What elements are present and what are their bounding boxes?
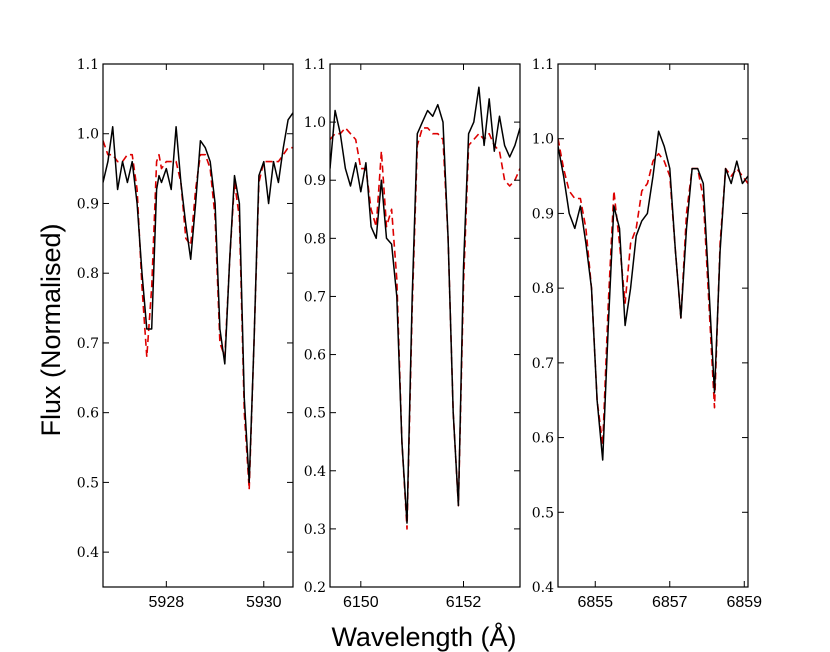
y-tick-label: 0.5 <box>77 475 99 491</box>
x-tick-label: 6150 <box>343 594 379 611</box>
observed-spectrum-line <box>330 86 520 524</box>
y-tick-label: 0.7 <box>532 356 554 372</box>
x-tick-label: 6152 <box>446 594 482 611</box>
y-tick-label: 0.5 <box>304 406 326 422</box>
y-tick-label: 0.4 <box>304 464 326 480</box>
y-tick-label: 0.5 <box>532 505 554 521</box>
y-tick-label: 0.9 <box>304 173 326 189</box>
y-tick-label: 0.4 <box>532 580 554 596</box>
y-tick-label: 1.1 <box>532 57 554 73</box>
y-tick-label: 0.8 <box>532 281 554 297</box>
y-tick-label: 0.7 <box>304 289 326 305</box>
y-tick-label: 0.6 <box>304 348 326 364</box>
y-tick-label: 0.8 <box>77 266 99 282</box>
y-tick-label: 0.7 <box>77 336 99 352</box>
panel-fe-5928: 0.4 0.5 0.6 0.7 0.8 0.9 1.0 1.1 5928 5930 <box>77 57 294 611</box>
y-tick-label: 0.9 <box>77 196 99 212</box>
y-tick-label: 0.9 <box>532 206 554 222</box>
panel-frame <box>329 63 521 588</box>
x-tick-label: 6859 <box>726 594 762 611</box>
x-tick-label: 5930 <box>246 594 282 611</box>
y-tick-label: 1.0 <box>304 115 326 131</box>
y-tick-label: 1.0 <box>532 132 554 148</box>
y-tick-label: 0.6 <box>532 431 554 447</box>
x-axis-label: Wavelength (Å) <box>331 621 516 652</box>
model-spectrum-line <box>558 138 748 446</box>
y-tick-label: 0.4 <box>77 545 99 561</box>
panel-fe-6856: 0.4 0.5 0.6 0.7 0.8 0.9 1.0 1.1 6855 6857 6859 <box>532 57 762 611</box>
y-tick-label: 0.2 <box>304 580 326 596</box>
y-tick-label: 0.6 <box>77 406 99 422</box>
x-tick-label: 6857 <box>652 594 688 611</box>
x-tick-label: 6855 <box>577 594 613 611</box>
x-tick-label: 5928 <box>149 594 185 611</box>
y-tick-label: 0.3 <box>304 522 326 538</box>
model-spectrum-line <box>330 127 520 530</box>
observed-spectrum-line <box>103 112 293 484</box>
y-axis-label: Flux (Normalised) <box>36 223 66 436</box>
panel-frame <box>557 63 749 588</box>
y-tick-label: 1.1 <box>77 57 99 73</box>
panel-fe-6151: 0.2 0.3 0.4 0.5 0.6 0.7 0.8 0.9 1.0 1.1 6150 6152 <box>304 57 521 611</box>
y-tick-label: 0.8 <box>304 231 326 247</box>
observed-spectrum-line <box>558 130 748 461</box>
panel-frame <box>102 63 294 588</box>
y-tick-label: 1.1 <box>304 57 326 73</box>
model-spectrum-line <box>103 140 293 491</box>
y-tick-label: 1.0 <box>77 127 99 143</box>
